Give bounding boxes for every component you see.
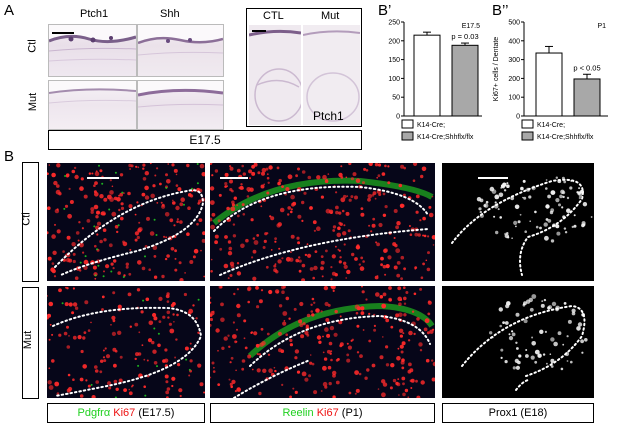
micrograph-reelin-ki67-ctl xyxy=(210,163,435,281)
ish-ctl-inset-texture xyxy=(249,29,301,122)
row-label-mut-a: Mut xyxy=(27,92,40,112)
p-value-annotation: p < 0.05 xyxy=(573,63,600,72)
caption1-red: Ki67 xyxy=(113,407,136,419)
stage-box-e17-5: E17.5 xyxy=(48,130,362,150)
panel-a-letter: A xyxy=(4,2,15,19)
ish-image-ctl-inset xyxy=(249,25,301,125)
row-label-ctl-a: Ctl xyxy=(26,39,39,53)
micrograph-4-svg xyxy=(47,286,205,398)
micrograph-1-svg xyxy=(47,163,205,281)
stage-corner-label: P1 xyxy=(597,23,606,30)
stage-corner-label: E17.5 xyxy=(462,23,480,30)
caption1-green: Pdgfrα xyxy=(77,407,111,419)
legend-label-2: K14-Cre;Shhflx/flx xyxy=(537,134,594,141)
scale-bar-b2 xyxy=(220,177,248,179)
y-tick-label: 100 xyxy=(508,95,520,102)
bar-2 xyxy=(573,78,601,117)
legend-swatch-1 xyxy=(521,119,534,129)
scale-bar-b3 xyxy=(478,177,508,179)
ish-shh-mut-texture xyxy=(138,81,223,108)
inset-gene-label: Ptch1 xyxy=(313,109,344,123)
y-tick-label: 300 xyxy=(508,57,520,64)
legend-swatch-1 xyxy=(401,119,414,129)
y-tick-label: 0 xyxy=(516,114,520,121)
chart-b-prime: 0 50 100 150 200 250 p = 0.03 E17.5 K14-Cre; K14-… xyxy=(388,20,482,141)
legend-label-1: K14-Cre; xyxy=(417,122,445,129)
bar-1 xyxy=(535,52,563,117)
y-tick-label: 400 xyxy=(508,38,520,45)
y-tick-label: 0 xyxy=(396,114,400,121)
micrograph-pdgfra-ki67-ctl xyxy=(47,163,205,281)
scale-bar-b1 xyxy=(87,177,119,179)
ish-shh-ctl-texture xyxy=(138,25,223,56)
legend-swatch-2 xyxy=(521,131,534,141)
micrograph-3-svg xyxy=(451,176,593,276)
micrograph-texture xyxy=(47,163,205,281)
caption1-rest: (E17.5) xyxy=(138,407,175,419)
micrograph-prox1-ctl xyxy=(442,163,594,281)
micrograph-texture xyxy=(461,294,588,391)
col-label-ptch1: Ptch1 xyxy=(80,8,109,20)
y-tick-label: 500 xyxy=(508,20,520,27)
micrograph-texture xyxy=(210,286,435,398)
y-tick-label: 200 xyxy=(388,38,400,45)
row-box-mut: Mut xyxy=(22,287,39,399)
bar-1 xyxy=(413,34,441,117)
p-value-annotation: p = 0.03 xyxy=(451,32,478,41)
legend-swatch-2 xyxy=(401,131,414,141)
ish-image-shh-ctl xyxy=(137,24,224,77)
legend-label-1: K14-Cre; xyxy=(537,122,565,129)
ish-image-ptch1-mut xyxy=(48,80,137,130)
scale-bar-a2 xyxy=(252,30,266,32)
col-label-shh: Shh xyxy=(160,8,180,20)
caption3-text: Prox1 (E18) xyxy=(488,407,548,419)
ish-inset-frame: CTL Mut Ptch1 xyxy=(246,8,362,127)
micrograph-texture xyxy=(47,286,205,398)
y-tick-label: 150 xyxy=(388,57,400,64)
micrograph-texture xyxy=(451,176,593,276)
legend-label-2: K14-Cre;Shhflx/flx xyxy=(417,134,474,141)
caption-pdgfra-ki67: Pdgfrα Ki67 (E17.5) xyxy=(47,403,205,423)
ish-image-shh-mut xyxy=(137,80,224,130)
micrograph-6-svg xyxy=(461,294,588,391)
y-tick-label: 50 xyxy=(392,95,400,102)
caption2-rest: (P1) xyxy=(341,407,363,419)
caption2-green: Reelin xyxy=(282,407,314,419)
panel-bprime-letter: B’ xyxy=(378,2,392,19)
caption-reelin-ki67: Reelin Ki67 (P1) xyxy=(210,403,435,423)
caption-prox1: Prox1 (E18) xyxy=(442,403,594,423)
micrograph-2-svg xyxy=(210,163,435,281)
ish-image-ptch1-ctl xyxy=(48,24,137,77)
ish-mut-inset-texture xyxy=(303,30,360,122)
ish-ptch1-mut-texture xyxy=(49,81,136,104)
stage-label: E17.5 xyxy=(189,133,221,147)
scale-bar-a1 xyxy=(52,32,74,34)
y-axis-label: Ki67+ cells / Dentate xyxy=(493,37,500,102)
micrograph-pdgfra-ki67-mut xyxy=(47,286,205,398)
micrograph-5-svg xyxy=(210,286,435,398)
panel-b-letter: B xyxy=(4,148,15,165)
micrograph-prox1-mut xyxy=(442,286,594,398)
ish-image-mut-inset xyxy=(303,25,360,125)
micrograph-texture xyxy=(210,163,435,281)
panel-bdouble-letter: B’’ xyxy=(492,2,509,19)
chart-b-double-prime: 0 100 200 300 400 500 p < 0.05 P1 Ki67+ cells / … xyxy=(493,20,608,141)
y-tick-label: 200 xyxy=(508,76,520,83)
inset-col-mut: Mut xyxy=(321,10,340,22)
ish-ptch1-ctl-texture xyxy=(49,25,136,62)
inset-col-ctl: CTL xyxy=(263,10,284,22)
row-box-ctl: Ctl xyxy=(20,162,39,282)
row-label-ctl-b: Ctl xyxy=(20,212,33,226)
caption2-red: Ki67 xyxy=(316,407,339,419)
micrograph-reelin-ki67-mut xyxy=(210,286,435,398)
y-tick-label: 250 xyxy=(388,20,400,27)
row-label-mut-b: Mut xyxy=(22,330,35,350)
bar-2 xyxy=(451,44,479,117)
y-tick-label: 100 xyxy=(388,76,400,83)
